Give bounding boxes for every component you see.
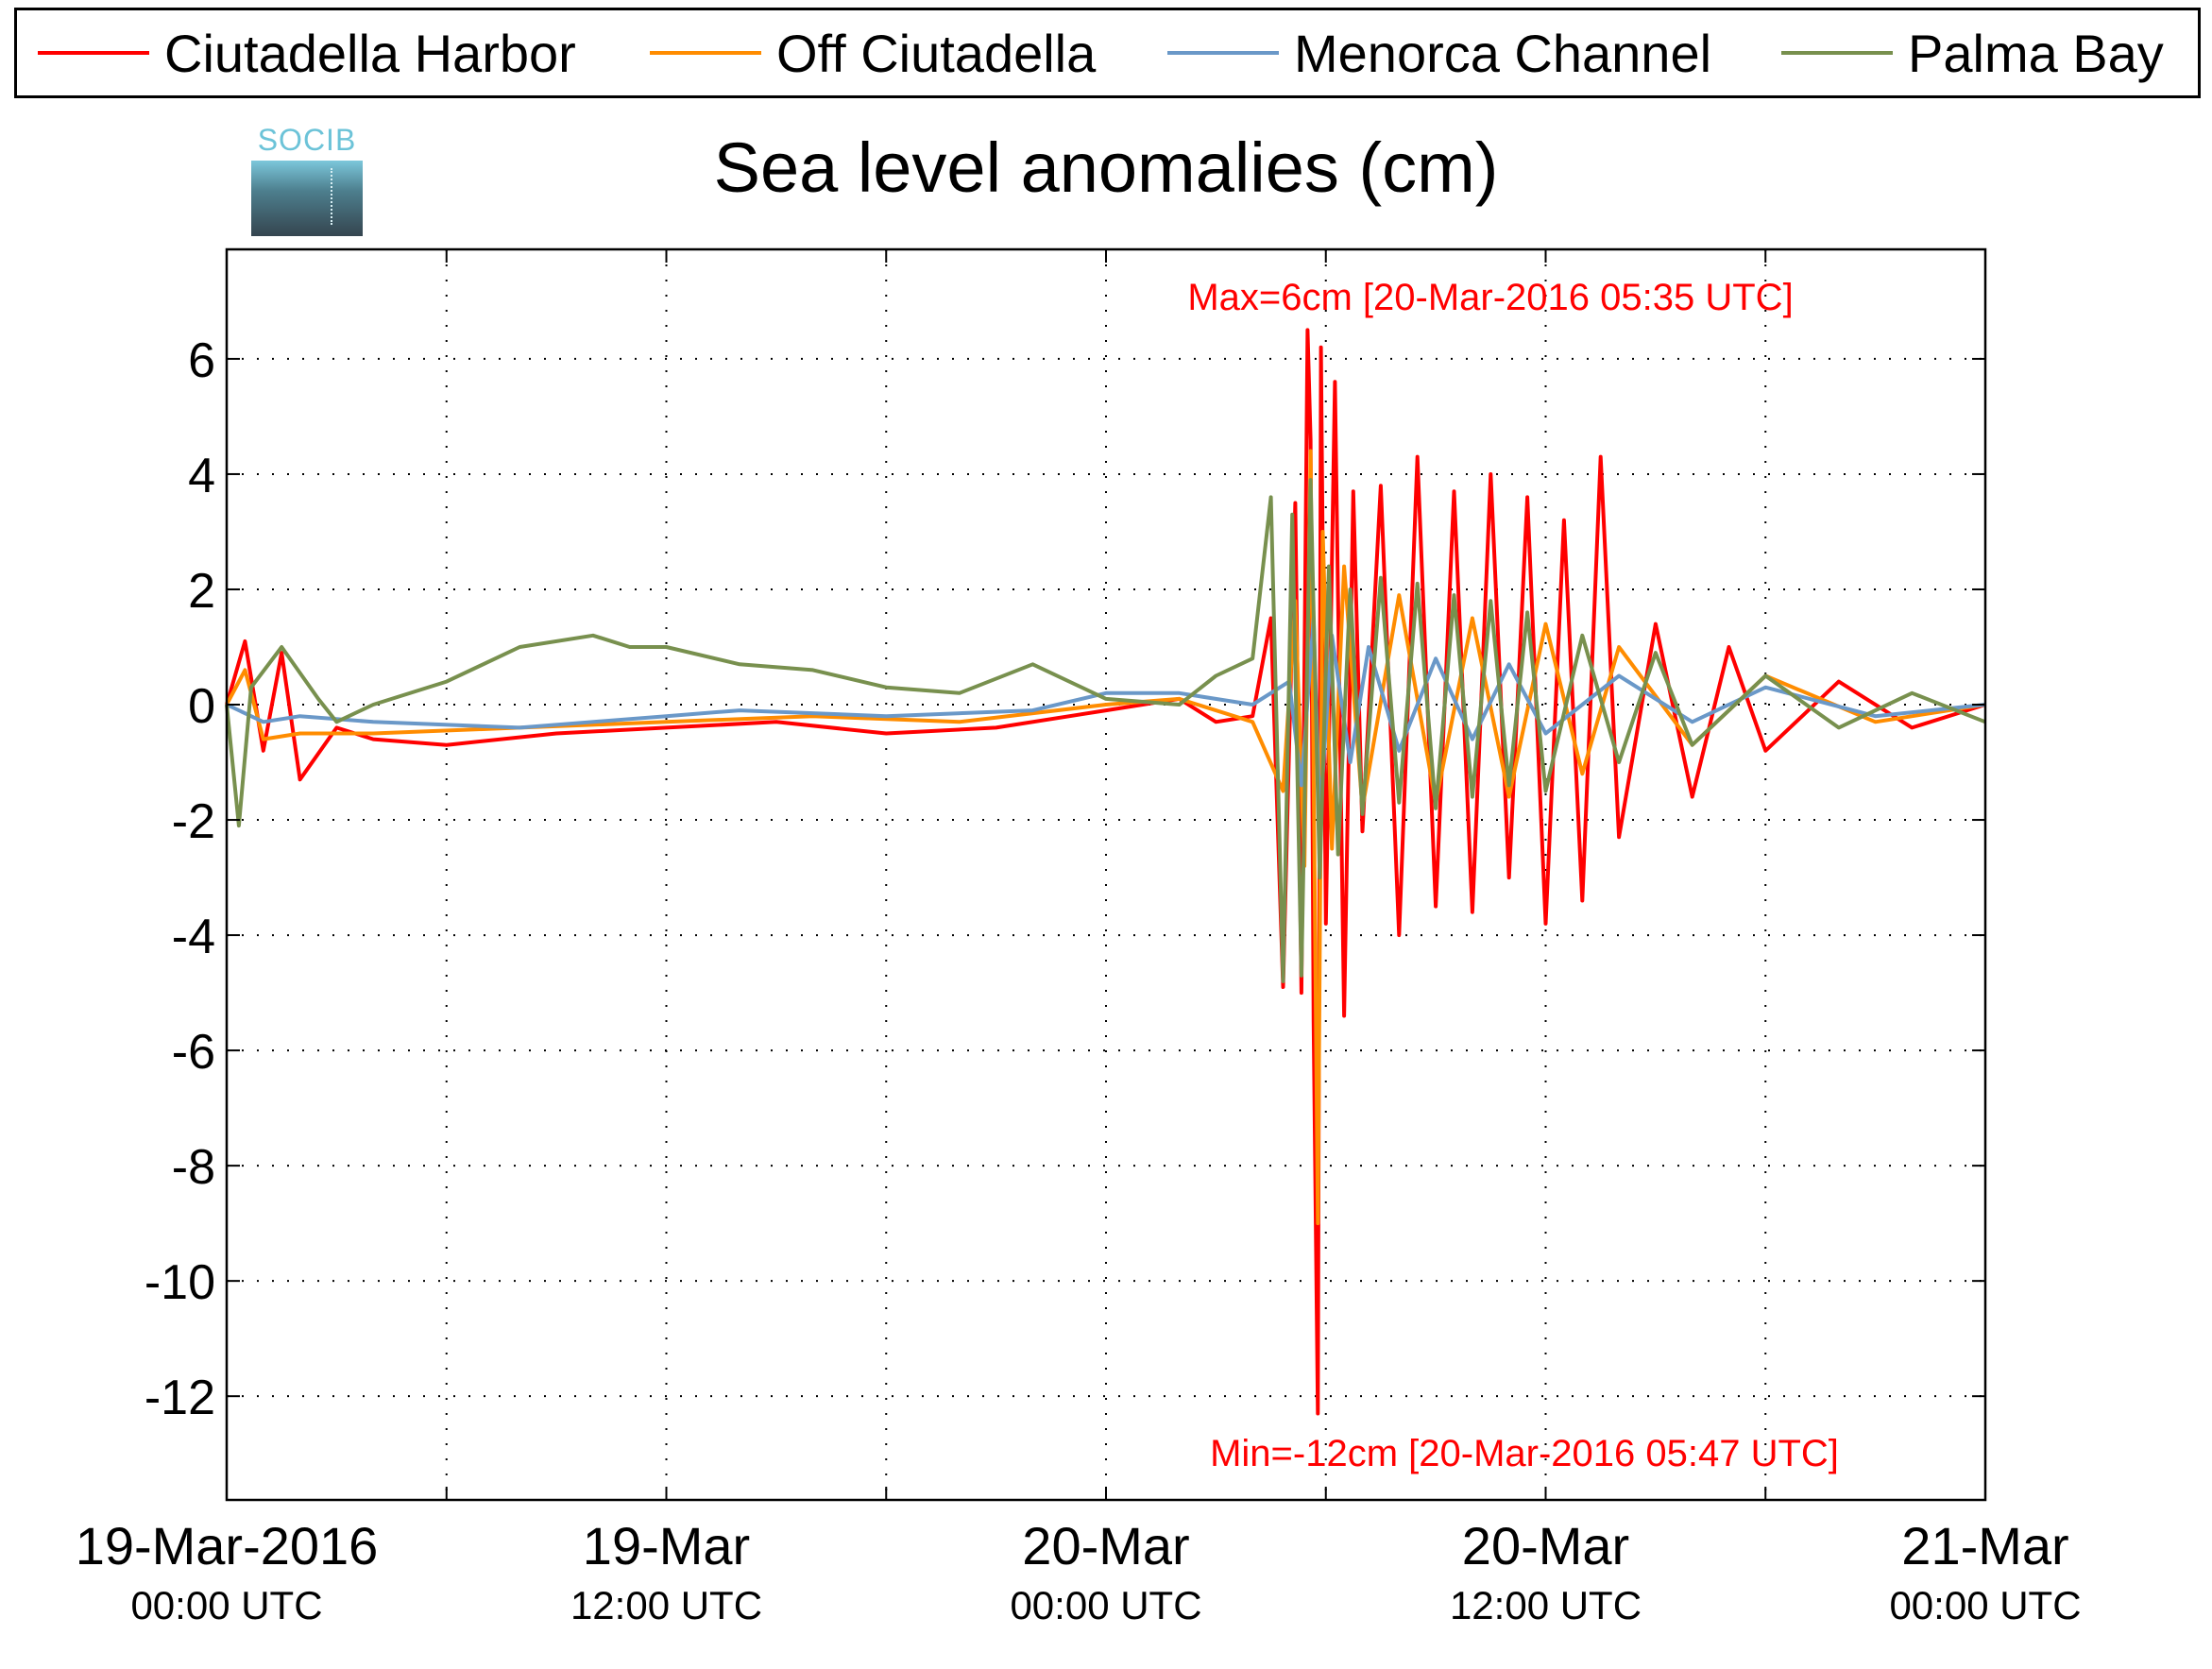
x-tick-label-date: 19-Mar-2016 <box>76 1516 379 1575</box>
y-tick-label: -8 <box>172 1140 215 1195</box>
legend-item-palma-bay: Palma Bay <box>1781 10 2164 95</box>
plot-frame <box>225 247 1987 1502</box>
y-tick-label: -10 <box>145 1255 215 1310</box>
legend-label-palma-bay: Palma Bay <box>1908 23 2164 83</box>
x-tick-label-time: 00:00 UTC <box>130 1583 322 1627</box>
x-tick-label-time: 00:00 UTC <box>1889 1583 2081 1627</box>
x-tick-label-date: 20-Mar <box>1462 1516 1629 1575</box>
legend-item-menorca-channel: Menorca Channel <box>1167 10 1711 95</box>
socib-logo: SOCIB <box>251 123 363 236</box>
legend-label-menorca-channel: Menorca Channel <box>1294 23 1712 83</box>
y-tick-label: -2 <box>172 794 215 849</box>
legend-item-off-ciutadella: Off Ciutadella <box>650 10 1096 95</box>
x-tick-label-date: 20-Mar <box>1022 1516 1189 1575</box>
x-tick-label-time: 12:00 UTC <box>1450 1583 1642 1627</box>
legend-swatch-ciutadella-harbor <box>38 51 149 55</box>
legend-item-ciutadella-harbor: Ciutadella Harbor <box>38 10 576 95</box>
annotation-max: Max=6cm [20-Mar-2016 05:35 UTC] <box>1187 277 1793 318</box>
legend-label-off-ciutadella: Off Ciutadella <box>776 23 1097 83</box>
y-tick-label: 2 <box>188 564 215 619</box>
y-tick-label: -12 <box>145 1371 215 1425</box>
legend-label-ciutadella-harbor: Ciutadella Harbor <box>164 23 576 83</box>
x-tick-label-date: 21-Mar <box>1901 1516 2068 1575</box>
y-tick-label: -4 <box>172 910 215 964</box>
x-tick-label-time: 12:00 UTC <box>570 1583 762 1627</box>
annotation-min: Min=-12cm [20-Mar-2016 05:47 UTC] <box>1210 1433 1839 1474</box>
x-tick-label-time: 00:00 UTC <box>1010 1583 1201 1627</box>
legend: Ciutadella Harbor Off Ciutadella Menorca… <box>14 8 2201 98</box>
chart-title: Sea level anomalies (cm) <box>713 128 1499 207</box>
x-tick-label-date: 19-Mar <box>583 1516 750 1575</box>
y-tick-label: 4 <box>188 449 215 503</box>
y-tick-label: 6 <box>188 333 215 388</box>
legend-swatch-menorca-channel <box>1167 51 1279 55</box>
y-tick-label: -6 <box>172 1025 215 1080</box>
legend-swatch-off-ciutadella <box>650 51 761 55</box>
y-tick-label: 0 <box>188 679 215 734</box>
series-line-palma-bay <box>225 478 1986 983</box>
legend-swatch-palma-bay <box>1781 51 1893 55</box>
